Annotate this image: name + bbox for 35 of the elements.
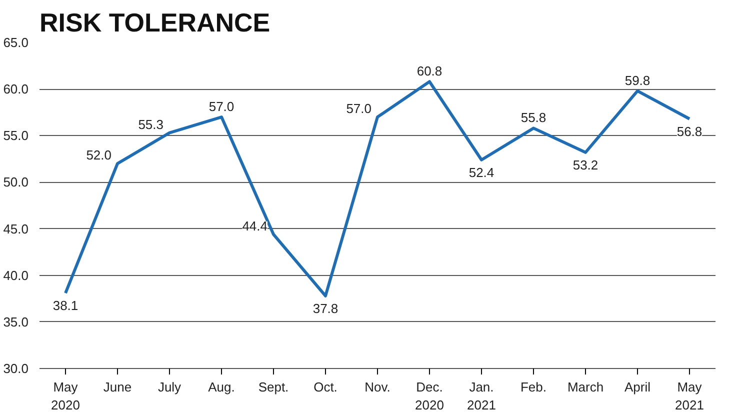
y-tick-label: 35.0	[3, 314, 29, 330]
data-label: 59.8	[624, 72, 650, 88]
data-label: 60.8	[416, 64, 442, 79]
x-tick-label: July	[158, 380, 182, 394]
y-tick-label: 55.0	[3, 128, 29, 144]
x-tick-label: May 2021	[675, 380, 704, 412]
y-tick-label: 60.0	[3, 82, 29, 97]
data-label: 57.0	[208, 99, 234, 114]
y-tick-label: 30.0	[3, 361, 29, 376]
y-tick-label: 65.0	[3, 35, 29, 50]
x-tick-label: Feb.	[520, 380, 547, 394]
chart-title: RISK TOLERANCE	[40, 8, 270, 38]
x-tick-label: Dec. 2020	[415, 380, 444, 412]
data-label: 55.8	[520, 110, 546, 126]
data-label: 44.4	[242, 218, 268, 234]
data-label: 57.0	[346, 101, 372, 116]
x-tick-label: Nov.	[364, 380, 390, 394]
x-tick-label: Oct.	[314, 380, 338, 394]
data-label: 38.1	[52, 298, 78, 314]
x-tick-label: Aug.	[208, 380, 235, 394]
x-tick-label: Sept.	[258, 380, 289, 394]
x-tick-label: June	[103, 380, 132, 394]
x-tick-label: April	[624, 380, 651, 394]
x-tick-label: Jan. 2021	[467, 380, 496, 412]
x-tick-label: May 2020	[51, 380, 80, 412]
data-label: 55.3	[138, 116, 164, 132]
data-label: 56.8	[676, 124, 702, 139]
x-tick-label: March	[567, 380, 604, 394]
data-label: 53.2	[572, 157, 598, 172]
data-label: 37.8	[312, 300, 338, 316]
y-tick-label: 45.0	[3, 221, 29, 236]
y-tick-label: 50.0	[3, 174, 29, 190]
y-tick-label: 40.0	[3, 268, 29, 283]
data-label: 52.4	[468, 164, 494, 180]
data-label: 52.0	[86, 148, 112, 163]
